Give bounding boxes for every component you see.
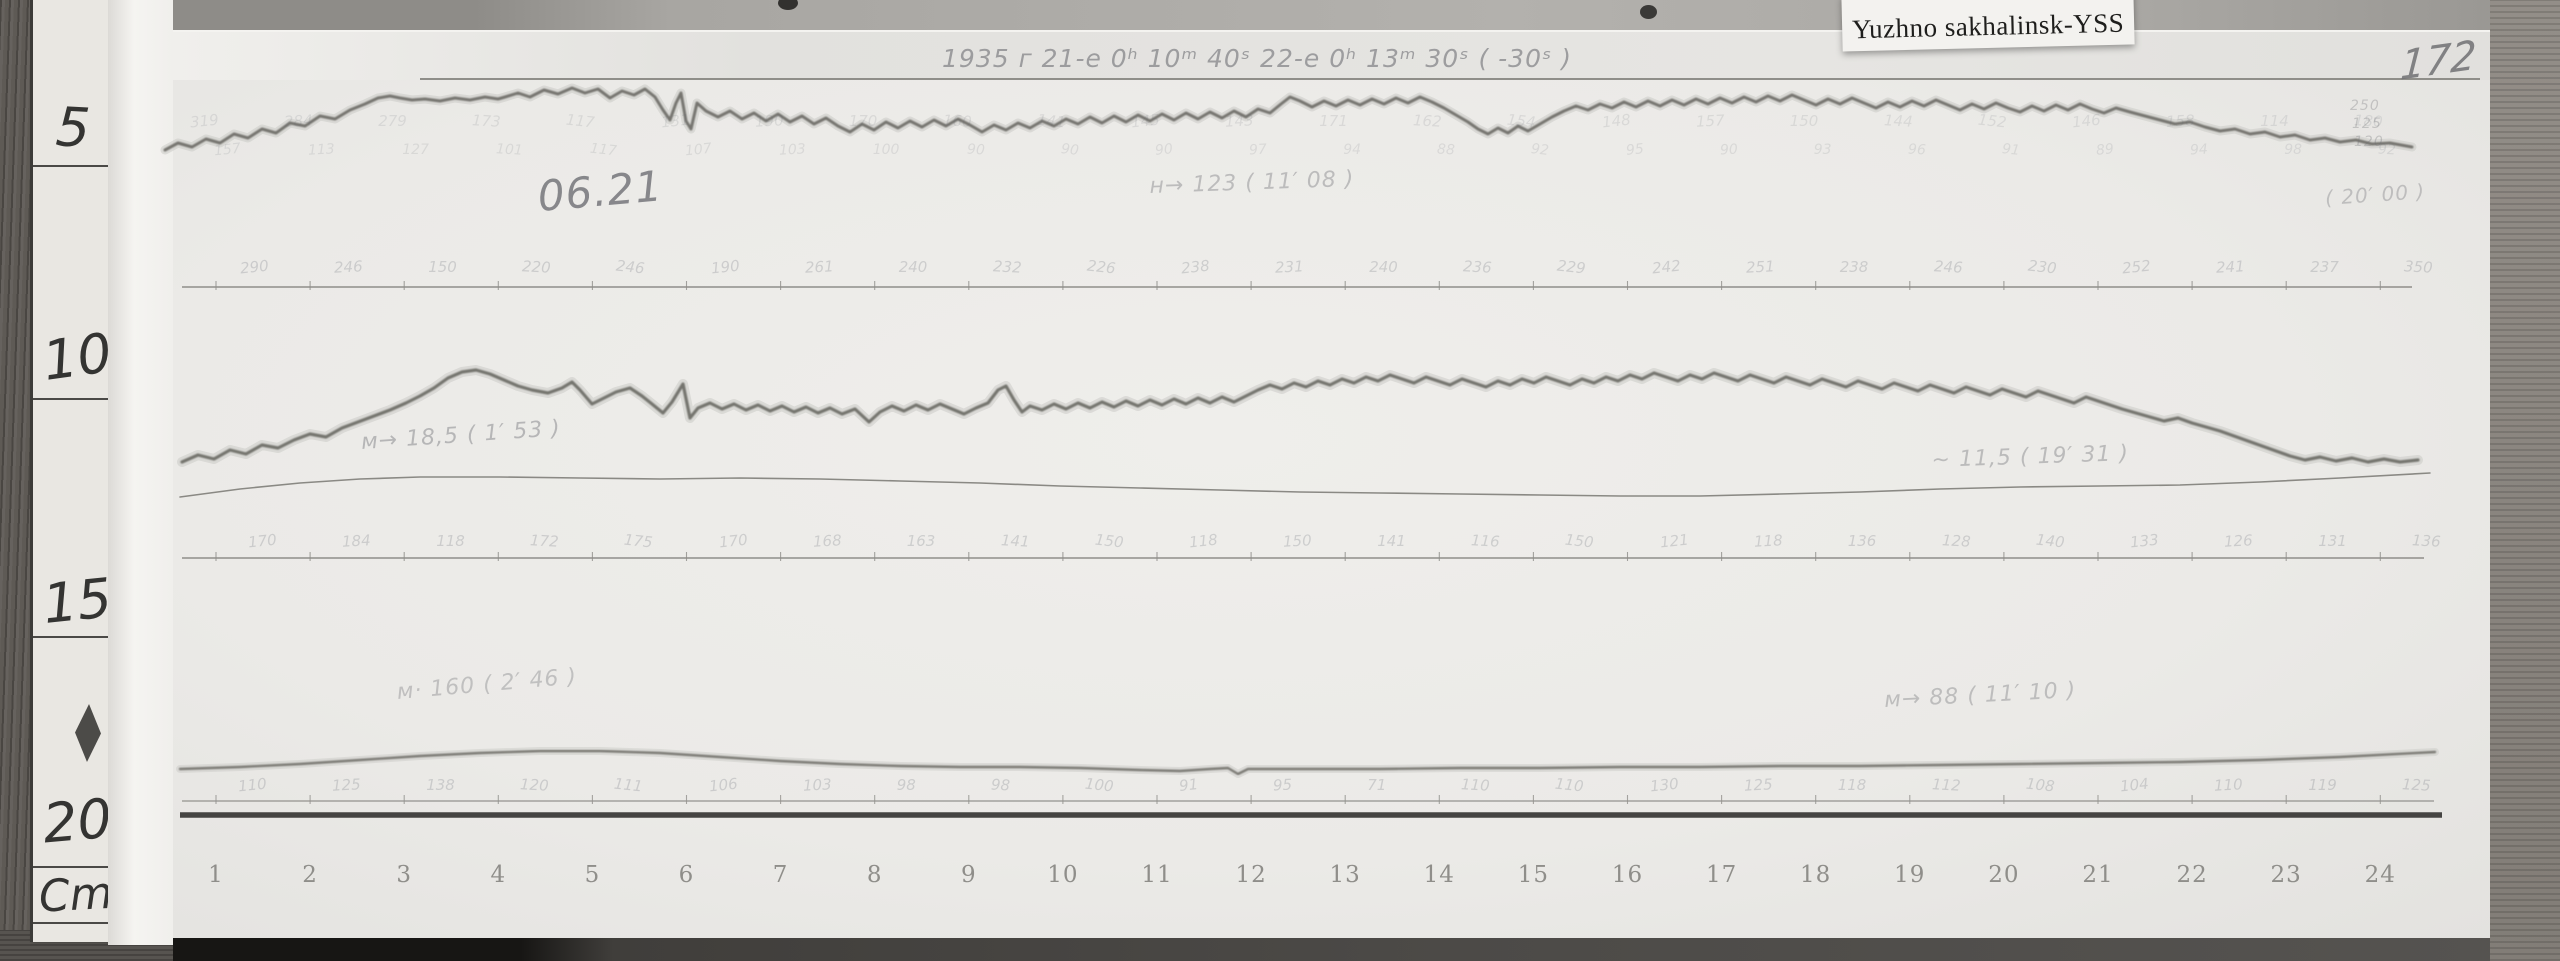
wood-frame-right xyxy=(2490,0,2560,961)
ruler-division xyxy=(33,398,111,400)
wood-frame-left xyxy=(0,0,32,961)
ruler-strip: 5 10 15 20 Cm xyxy=(30,0,116,942)
ruler-mark-15: 15 xyxy=(39,566,115,636)
ruler-division xyxy=(33,636,111,638)
station-label-card: Yuzhno sakhalinsk-YSS xyxy=(1841,0,2135,52)
ruler-division xyxy=(33,165,111,167)
screw-icon xyxy=(1640,5,1657,19)
ruler-diamond-marker xyxy=(74,704,102,763)
station-label: Yuzhno sakhalinsk-YSS xyxy=(1851,7,2125,45)
ruler-unit-label: Cm xyxy=(37,867,114,923)
ruler-mark-5: 5 xyxy=(54,95,92,160)
paper-left-edge xyxy=(108,0,173,945)
ruler-division xyxy=(33,866,111,868)
paper-top-strip xyxy=(173,32,2491,80)
ruler-mark-10: 10 xyxy=(38,320,116,393)
ruler-mark-20: 20 xyxy=(40,786,115,856)
recording-paper xyxy=(173,30,2491,938)
screw-icon xyxy=(778,0,798,10)
ruler-division xyxy=(33,922,111,924)
paper-bottom-shadow xyxy=(173,938,2491,961)
